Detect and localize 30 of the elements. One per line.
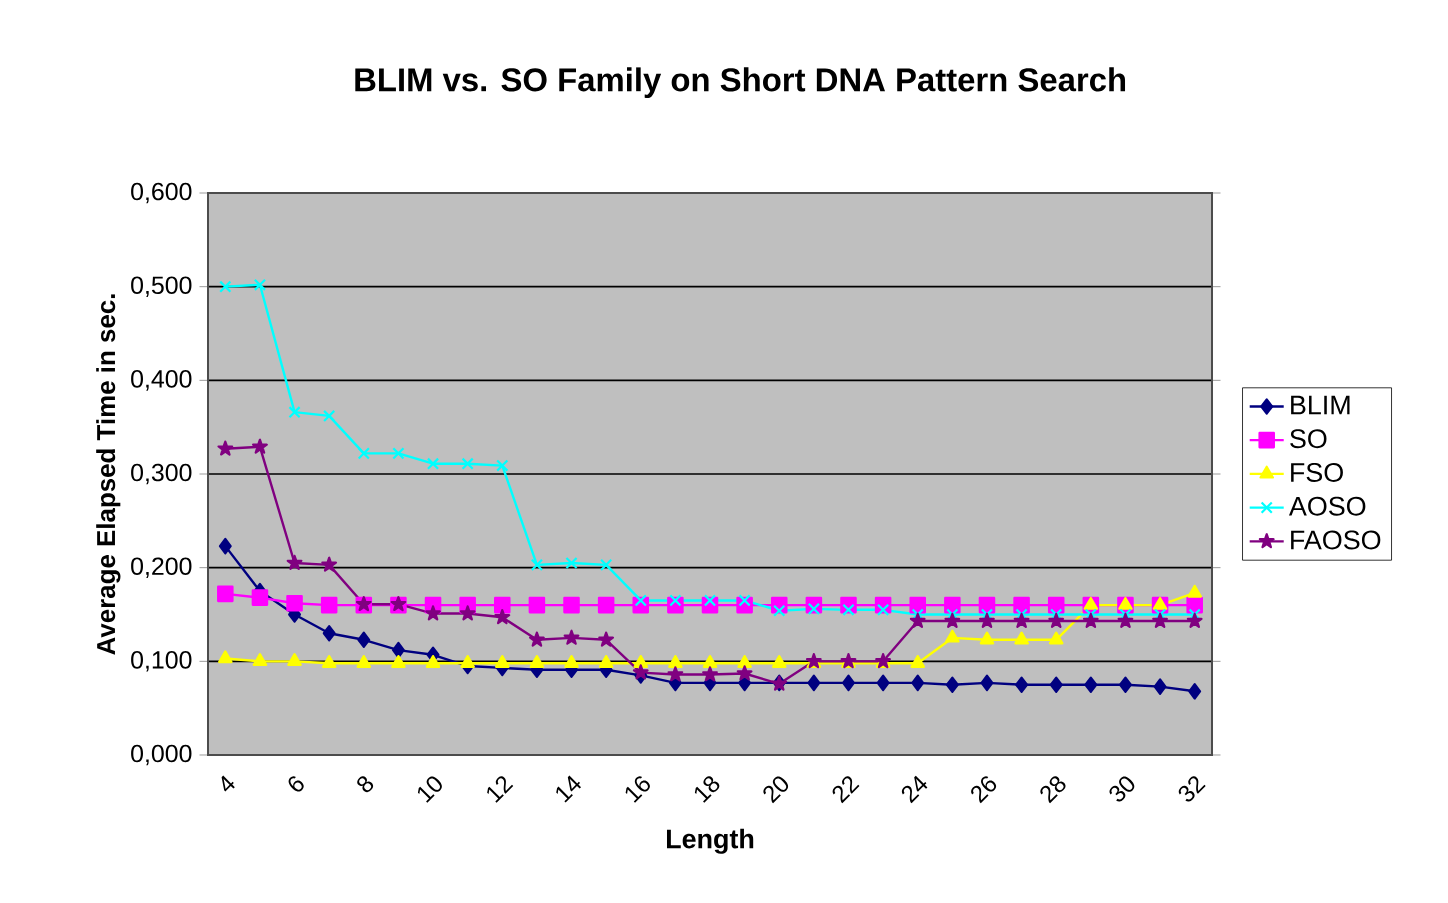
x-tick-label: 28 xyxy=(1040,776,1066,804)
x-tick-label: 16 xyxy=(625,776,650,803)
x-tick-label: 8 xyxy=(357,776,374,793)
x-tick-label: 30 xyxy=(1109,776,1135,802)
x-tick-label: 14 xyxy=(556,775,582,803)
y-tick-label: 0,400 xyxy=(131,370,192,391)
x-tick-label: 12 xyxy=(487,776,514,803)
y-tick-label: 0,300 xyxy=(131,463,192,485)
y-axis-title: Average Elapsed Time in sec. xyxy=(96,294,121,655)
x-tick-label: 4 xyxy=(221,775,235,792)
y-tick-label: 0,000 xyxy=(131,744,192,766)
x-tick-label: 20 xyxy=(763,776,789,804)
legend-label: SO xyxy=(1290,429,1327,449)
x-tick-label: 22 xyxy=(832,776,860,804)
x-axis-title: Length xyxy=(666,828,754,854)
x-tick-label: 24 xyxy=(901,775,928,804)
legend-label: FSO xyxy=(1291,462,1343,483)
legend-label: FAOSO xyxy=(1291,530,1381,550)
chart-title: BLIM vs. SO Family on Short DNA Pattern Search xyxy=(355,67,1126,98)
legend-label: BLIM xyxy=(1291,395,1350,415)
x-tick-label: 10 xyxy=(417,776,442,803)
y-tick-label: 0,100 xyxy=(131,651,192,672)
y-tick-label: 0,200 xyxy=(131,557,192,578)
y-tick-label: 0,600 xyxy=(131,182,192,204)
x-tick-label: 26 xyxy=(971,776,997,804)
legend-label: AOSO xyxy=(1288,496,1366,516)
x-tick-label: 32 xyxy=(1178,776,1206,802)
y-tick-label: 0,500 xyxy=(131,276,192,297)
x-tick-label: 18 xyxy=(694,776,720,803)
x-tick-label: 6 xyxy=(288,776,304,792)
